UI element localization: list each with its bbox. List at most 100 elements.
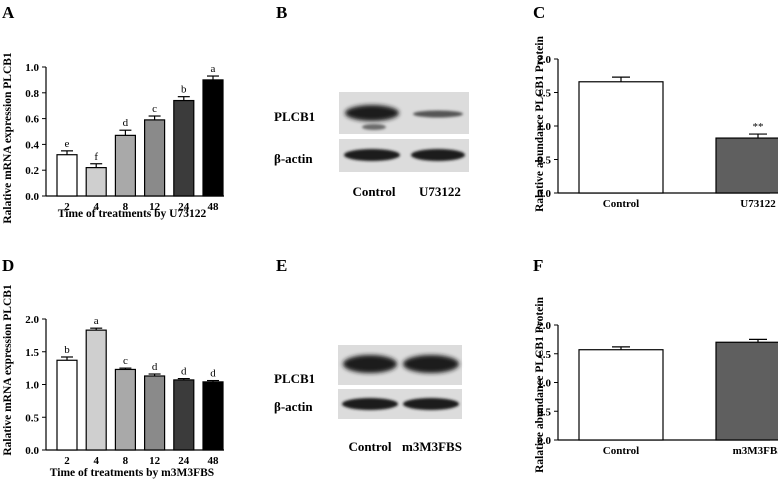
x-tick-label: 2 (64, 455, 70, 467)
y-tick-label: 0.0 (25, 191, 39, 203)
bar (144, 375, 166, 451)
lane-label-control: Control (348, 439, 391, 454)
x-tick-label: 4 (93, 201, 99, 213)
significance-label: a (94, 315, 99, 327)
lane-label-control: Control (352, 184, 395, 199)
y-tick-label: 1.5 (25, 347, 39, 359)
significance-label: f (94, 151, 98, 163)
blot-band (403, 398, 459, 410)
x-tick-label: 2 (64, 201, 70, 213)
blot-band (343, 355, 397, 373)
y-axis-label: Ralative abundance PLCB1 Protein (534, 296, 546, 472)
x-axis-label: Time of treatments by U73122 (58, 208, 207, 220)
significance-label: a (211, 63, 216, 75)
bar (173, 379, 195, 451)
bar (715, 341, 778, 441)
significance-label: ** (753, 121, 764, 133)
y-axis-label: Ralative mRNA expression PLCB1 (2, 284, 14, 456)
panel-letter-b: B (276, 3, 287, 22)
chart-marks: 0.0 0.5 1.0 1.5 2.0 b 2 a 4 c 8 d 12 d 24 d 48 (25, 314, 224, 467)
chart-marks: 0.0 0.5 1.0 1.5 2.0 Control m3M3FBS (537, 320, 778, 457)
blot-band (344, 149, 400, 161)
chart-f: Ralative abundance PLCB1 Protein 0.0 0.5 1… (534, 296, 778, 473)
chart-a: Ralative mRNA expression PLCB1 Time of t… (2, 52, 224, 224)
bar (85, 329, 107, 451)
bar (578, 81, 664, 194)
y-tick-label: 0.6 (25, 114, 39, 126)
blot-band (411, 149, 465, 161)
y-tick-label: 0.0 (537, 435, 551, 447)
x-tick-label: m3M3FBS (733, 445, 778, 457)
y-tick-label: 2.0 (537, 54, 551, 66)
y-tick-label: 0.5 (537, 155, 551, 167)
blot-band (345, 105, 399, 121)
significance-label: c (123, 355, 128, 367)
lane-label-treated: U73122 (419, 184, 461, 199)
significance-label: e (65, 138, 70, 150)
x-tick-label: 24 (178, 201, 190, 213)
bar (578, 349, 664, 441)
y-tick-label: 0.0 (25, 445, 39, 457)
x-tick-label: 48 (208, 201, 220, 213)
blot-row-label-plcb1: PLCB1 (274, 371, 315, 386)
blot-row-label-actin: β-actin (274, 399, 313, 414)
blot-band-smear (362, 124, 386, 130)
x-tick-label: 48 (208, 455, 220, 467)
y-tick-label: 0.8 (25, 88, 39, 100)
x-tick-label: 4 (93, 455, 99, 467)
y-tick-label: 2.0 (537, 320, 551, 332)
bar (144, 119, 166, 197)
bar (715, 137, 778, 194)
x-tick-label: 8 (123, 455, 129, 467)
western-blot-e: PLCB1 β-actin Control m3M3FBS (274, 345, 462, 454)
bar (173, 99, 195, 197)
bar (114, 368, 137, 451)
y-tick-label: 1.5 (537, 88, 551, 100)
bar (85, 167, 107, 197)
y-tick-label: 1.0 (537, 378, 551, 390)
x-tick-label: 12 (149, 455, 161, 467)
significance-label: b (64, 344, 70, 356)
panel-letter-e: E (276, 256, 287, 275)
x-tick-label: 8 (123, 201, 129, 213)
bar (56, 154, 78, 197)
x-tick-label: Control (603, 198, 639, 210)
chart-d: Ralative mRNA expression PLCB1 Time of t… (2, 284, 224, 479)
lane-label-treated: m3M3FBS (402, 439, 462, 454)
x-tick-label: U73122 (740, 198, 776, 210)
significance-label: d (152, 361, 158, 373)
significance-label: c (152, 103, 157, 115)
blot-row-label-plcb1: PLCB1 (274, 109, 315, 124)
x-axis-label: Time of treatments by m3M3FBS (50, 467, 214, 479)
bar (56, 359, 78, 451)
blot-band (342, 398, 398, 410)
panel-letter-d: D (2, 256, 14, 275)
blot-band (413, 110, 463, 118)
x-tick-label: Control (603, 445, 639, 457)
y-tick-label: 2.0 (25, 314, 39, 326)
bar (114, 134, 137, 197)
panel-letter-c: C (533, 3, 545, 22)
y-axis-label: Ralative abundance PLCB1 Protein (534, 35, 546, 211)
blot-band (403, 355, 459, 373)
bar (202, 79, 224, 197)
western-blot-b: PLCB1 β-actin Control U73122 (274, 92, 469, 199)
chart-marks: 0.0 0.5 1.0 1.5 2.0 Control ** U73122 (537, 54, 778, 210)
y-tick-label: 0.4 (25, 139, 39, 151)
significance-label: d (123, 117, 129, 129)
x-tick-label: 12 (149, 201, 161, 213)
y-tick-label: 1.5 (537, 349, 551, 361)
chart-marks: 0.0 0.2 0.4 0.6 0.8 1.0 e 2 f 4 d 8 c 12 b 24 a 48 (25, 62, 224, 213)
panel-letter-a: A (2, 3, 15, 22)
x-tick-label: 24 (178, 455, 190, 467)
significance-label: d (181, 366, 187, 378)
y-tick-label: 1.0 (25, 380, 39, 392)
y-tick-label: 1.0 (537, 121, 551, 133)
y-tick-label: 0.0 (537, 188, 551, 200)
y-tick-label: 1.0 (25, 62, 39, 74)
y-axis-label: Ralative mRNA expression PLCB1 (2, 52, 14, 224)
y-tick-label: 0.2 (25, 165, 39, 177)
significance-label: d (210, 368, 216, 380)
significance-label: b (181, 84, 187, 96)
